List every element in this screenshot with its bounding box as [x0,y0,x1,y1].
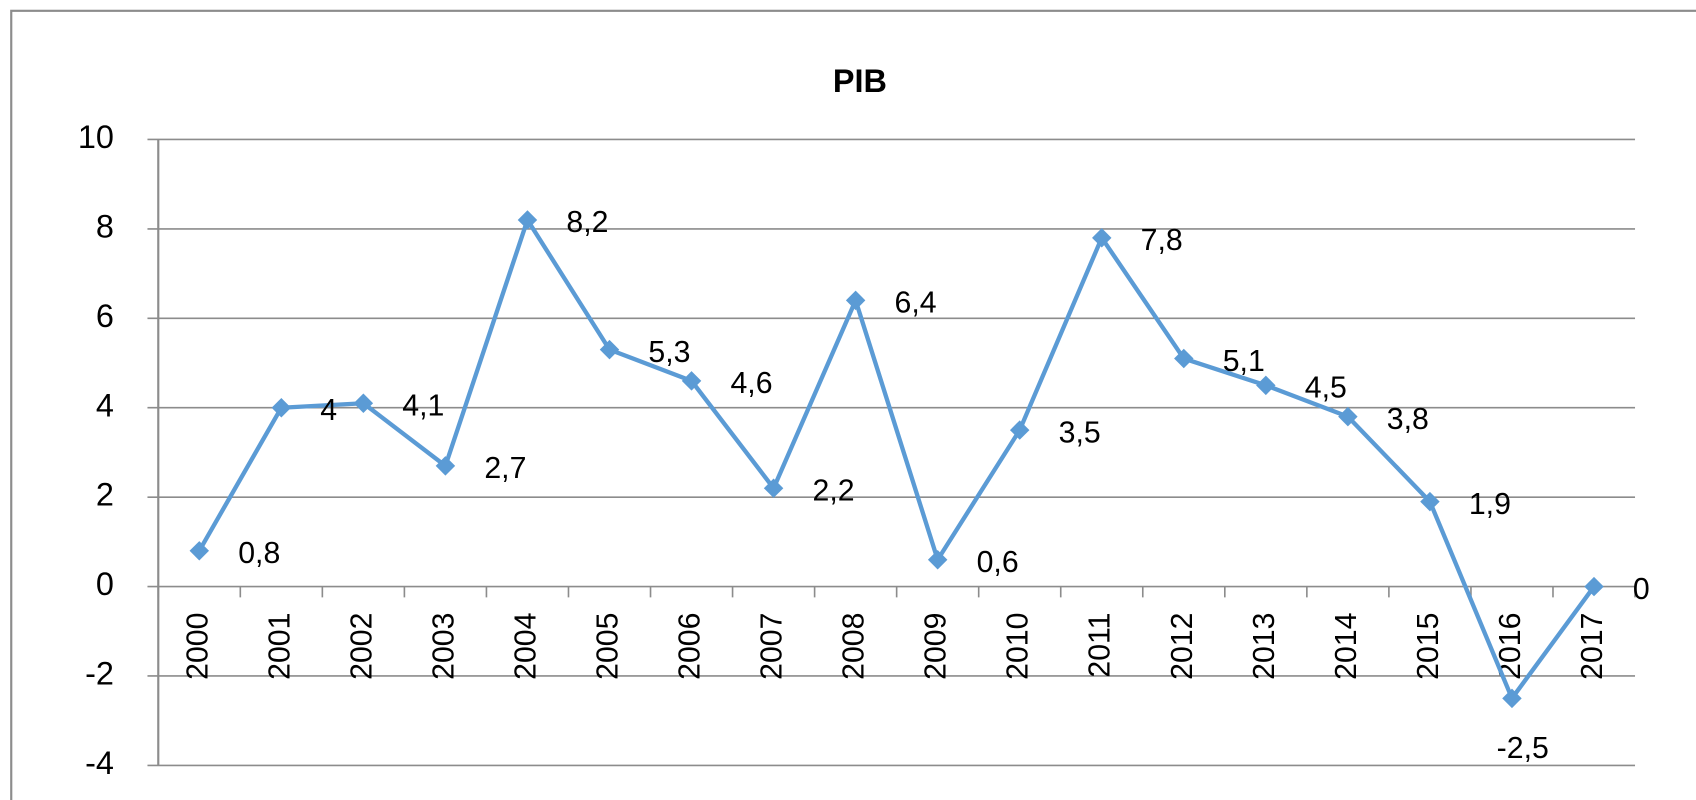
data-label: 5,3 [648,336,690,369]
x-tick-label: 2012 [1166,613,1199,680]
x-tick-label: 2013 [1248,613,1281,680]
marker [435,456,456,476]
x-tick-label: 2005 [592,613,625,680]
y-tick-label: 8 [96,208,114,244]
x-tick-label: 2001 [263,613,296,680]
chart-title: PIB [833,63,887,99]
data-label: 0,6 [977,546,1019,579]
x-tick-label: 2007 [756,613,789,680]
marker [927,550,948,570]
x-tick-label: 2010 [1002,613,1035,680]
data-label: 2,7 [484,452,526,485]
data-label: 0 [1633,573,1650,606]
marker [189,541,210,561]
marker [1256,375,1276,396]
data-label: 3,8 [1387,403,1429,436]
data-label: 4 [320,394,337,427]
y-tick-label: -2 [85,656,114,692]
data-label: 4,6 [730,367,772,400]
data-label: 3,5 [1059,416,1101,449]
data-label: 4,1 [402,390,444,423]
x-tick-label: 2015 [1412,613,1445,680]
marker [599,339,620,360]
data-label: 4,5 [1305,372,1347,405]
chart-border [10,9,1696,800]
y-tick-label: 6 [96,298,114,334]
x-tick-label: 2006 [674,613,707,680]
marker [681,371,702,391]
x-tick-label: 2002 [345,613,378,680]
x-tick-label: 2000 [181,613,214,680]
data-label: 7,8 [1141,224,1183,257]
marker [517,210,538,230]
marker [1009,420,1030,440]
x-tick-label: 2004 [509,613,542,680]
x-tick-label: 2017 [1576,613,1609,680]
marker [1502,688,1522,709]
marker [763,478,784,498]
y-tick-label: 2 [96,477,114,513]
data-label: 1,9 [1469,488,1511,521]
data-label: 8,2 [566,206,608,239]
x-tick-label: 2003 [427,613,460,680]
data-label: 6,4 [895,287,937,320]
line [197,217,1596,701]
marker [1584,576,1604,597]
data-label: -2,5 [1497,732,1549,765]
x-tick-label: 2011 [1084,613,1117,678]
y-tick-label: 4 [96,387,114,423]
data-label: 0,8 [238,537,280,570]
x-tick-label: 2008 [838,613,871,680]
y-tick-label: -4 [85,745,114,781]
marker [1420,491,1440,512]
marker [1338,406,1358,427]
x-tick-label: 2009 [920,613,953,680]
x-tick-label: 2014 [1330,613,1363,680]
marker [353,393,374,413]
y-tick-label: 10 [78,119,114,155]
marker [1092,228,1112,248]
data-label: 2,2 [813,475,855,508]
marker [1174,348,1194,369]
y-tick-label: 0 [96,566,114,602]
marker [271,397,292,418]
marker [845,290,866,311]
data-label: 5,1 [1223,345,1265,378]
